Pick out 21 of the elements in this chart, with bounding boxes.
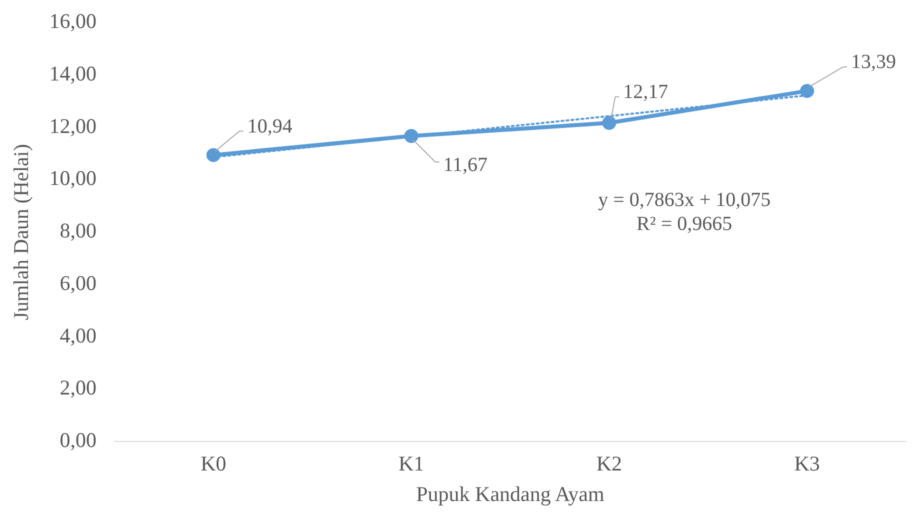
data-label: 12,17 (623, 81, 668, 104)
y-tick-label: 10,00 (49, 166, 96, 190)
x-tick-label: K3 (794, 452, 820, 476)
y-tick-label: 6,00 (60, 270, 96, 295)
x-tick-label: K2 (596, 452, 622, 476)
y-tick-label: 0,00 (60, 428, 96, 452)
annotation: y = 0,7863x + 10,075 (598, 188, 771, 211)
data-label: 13,39 (851, 51, 896, 74)
y-tick-label: 8,00 (60, 218, 96, 243)
y-tick-label: 12,00 (49, 114, 96, 138)
annotation: R² = 0,9665 (636, 212, 732, 235)
x-tick-label: K0 (200, 452, 226, 476)
data-label: 11,67 (443, 154, 488, 176)
y-tick-label: 4,00 (60, 323, 96, 348)
y-axis-title: Jumlah Daun (Helai) (9, 144, 34, 320)
data-label: 10,94 (247, 115, 292, 138)
x-tick-label: K1 (398, 452, 424, 476)
x-axis-title: Pupuk Kandang Ayam (416, 482, 604, 506)
y-tick-label: 16,00 (49, 9, 96, 34)
y-tick-label: 14,00 (49, 61, 96, 86)
y-tick-label: 2,00 (60, 376, 96, 400)
